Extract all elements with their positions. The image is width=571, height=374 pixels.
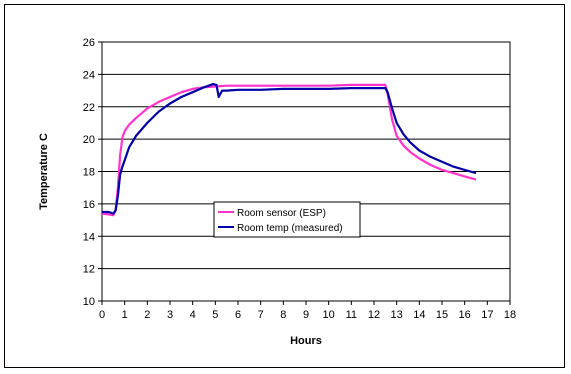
y-tick-label: 18 xyxy=(83,167,95,179)
x-tick-label: 9 xyxy=(303,309,309,321)
x-tick-label: 1 xyxy=(122,309,128,321)
y-tick-label: 24 xyxy=(83,69,95,81)
x-tick-label: 7 xyxy=(258,309,264,321)
x-tick-label: 16 xyxy=(459,309,471,321)
x-tick-label: 8 xyxy=(280,309,286,321)
y-tick-label: 16 xyxy=(83,199,95,211)
x-tick-label: 0 xyxy=(99,309,105,321)
y-tick-label: 26 xyxy=(83,37,95,49)
legend-label-room-temp: Room temp (measured) xyxy=(237,223,343,234)
x-tick-label: 14 xyxy=(413,309,425,321)
chart-frame xyxy=(4,4,565,368)
series-lines xyxy=(101,82,477,217)
legend: Room sensor (ESP) Room temp (measured) xyxy=(213,201,361,238)
x-tick-label: 6 xyxy=(235,309,241,321)
x-tick-label: 5 xyxy=(212,309,218,321)
y-tick-label: 14 xyxy=(83,231,95,243)
y-tick-label: 20 xyxy=(83,134,95,146)
y-tick-label: 10 xyxy=(83,296,95,308)
y-tick-label: 12 xyxy=(83,264,95,276)
x-tick-label: 3 xyxy=(167,309,173,321)
y-tick-label: 22 xyxy=(83,102,95,114)
series-line-room-temp xyxy=(102,82,477,215)
x-tick-label: 13 xyxy=(391,309,403,321)
series-line-room-sensor xyxy=(101,83,477,217)
x-tick-label: 10 xyxy=(323,309,335,321)
y-axis-title: Temperature C xyxy=(38,133,50,210)
x-tick-label: 18 xyxy=(504,309,516,321)
x-axis-title: Hours xyxy=(290,335,322,347)
x-tick-label: 11 xyxy=(346,309,357,321)
x-tick-label: 17 xyxy=(481,309,493,321)
x-tick-label: 4 xyxy=(190,309,196,321)
x-tick-label: 2 xyxy=(144,309,150,321)
x-tick-label: 12 xyxy=(368,309,380,321)
legend-box xyxy=(213,201,361,238)
x-tick-label: 15 xyxy=(436,309,448,321)
legend-label-room-sensor: Room sensor (ESP) xyxy=(237,208,326,219)
